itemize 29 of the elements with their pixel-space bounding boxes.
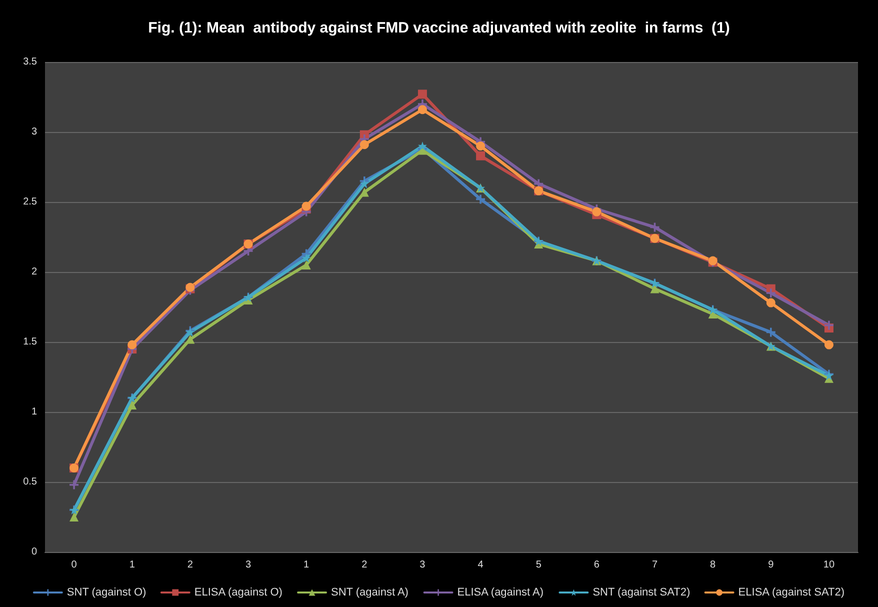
x-tick-label: 2 [187, 560, 194, 570]
y-tick-label: 0 [31, 546, 38, 558]
y-tick-label: 3.5 [23, 56, 38, 68]
x-tick-label: 10 [823, 560, 835, 570]
y-tick-label: 1 [31, 406, 38, 418]
legend-label: ELISA (against O) [194, 586, 282, 598]
x-tick-label: 9 [768, 560, 774, 570]
legend-label: SNT (against O) [66, 586, 146, 598]
legend-label: ELISA (against SAT2) [738, 586, 844, 598]
x-tick-label: 3 [245, 560, 252, 570]
y-tick-label: 0.5 [23, 476, 38, 488]
y-tick-label: 3 [31, 126, 38, 138]
chart-title: Fig. (1): Mean antibody against FMD vaccine adjuvanted with zeolite in farms (1) [148, 20, 730, 36]
legend-label: SNT (against A) [331, 586, 408, 598]
x-tick-label: 8 [710, 560, 716, 570]
x-tick-label: 0 [71, 560, 78, 570]
x-tick-label: 3 [420, 560, 426, 570]
y-tick-label: 1.5 [23, 336, 38, 348]
x-tick-label: 6 [594, 560, 600, 570]
legend-label: ELISA (against A) [457, 586, 544, 598]
x-tick-label: 1 [304, 560, 310, 570]
x-tick-label: 2 [362, 560, 368, 570]
y-tick-label: 2.5 [23, 196, 38, 208]
x-tick-label: 5 [536, 560, 542, 570]
y-tick-label: 2 [31, 266, 38, 278]
x-tick-label: 4 [478, 560, 484, 570]
x-tick-label: 1 [129, 560, 136, 570]
x-tick-label: 7 [652, 560, 658, 570]
legend-label: SNT (against SAT2) [592, 586, 690, 598]
